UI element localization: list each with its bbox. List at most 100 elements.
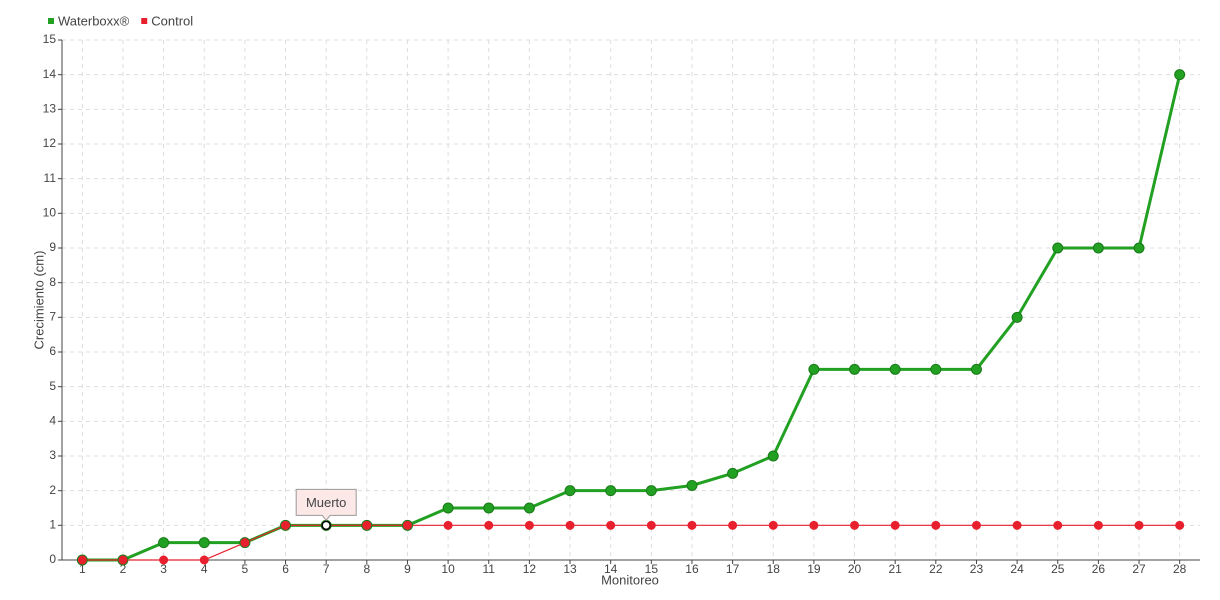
data-point xyxy=(930,363,942,375)
x-tick-label: 7 xyxy=(323,562,330,576)
data-point xyxy=(524,520,534,530)
data-point xyxy=(564,485,576,497)
y-tick-label: 7 xyxy=(49,310,56,324)
data-point xyxy=(646,520,656,530)
x-tick-label: 20 xyxy=(848,562,862,576)
data-point xyxy=(158,537,170,549)
data-point xyxy=(767,450,779,462)
data-point xyxy=(442,502,454,514)
x-tick-label: 26 xyxy=(1092,562,1106,576)
y-tick-label: 2 xyxy=(49,483,56,497)
data-point xyxy=(850,520,860,530)
y-tick-label: 8 xyxy=(49,275,56,289)
data-point xyxy=(1011,311,1023,323)
x-tick-label: 18 xyxy=(767,562,781,576)
x-tick-label: 24 xyxy=(1010,562,1024,576)
x-tick-label: 14 xyxy=(604,562,618,576)
legend-swatch xyxy=(141,18,148,24)
data-point xyxy=(199,555,209,565)
data-point xyxy=(240,538,250,548)
data-point xyxy=(321,520,331,531)
y-tick-label: 4 xyxy=(49,414,56,428)
series-line xyxy=(82,524,1180,561)
data-point xyxy=(77,555,87,565)
data-point xyxy=(198,537,210,549)
x-tick-label: 3 xyxy=(160,562,167,576)
data-point xyxy=(1012,520,1022,530)
data-point xyxy=(686,479,698,491)
data-point xyxy=(1134,520,1144,530)
annotation-text: Muerto xyxy=(306,495,346,510)
x-tick-label: 19 xyxy=(807,562,821,576)
data-point xyxy=(889,363,901,375)
data-point xyxy=(727,467,739,479)
y-tick-label: 10 xyxy=(43,206,57,220)
data-point xyxy=(362,520,372,530)
x-tick-label: 23 xyxy=(970,562,984,576)
data-point xyxy=(970,363,982,375)
x-tick-label: 12 xyxy=(523,562,537,576)
y-tick-label: 3 xyxy=(49,448,56,462)
data-point xyxy=(1052,242,1064,254)
data-point xyxy=(565,520,575,530)
y-tick-label: 14 xyxy=(43,67,57,81)
legend-label: Waterboxx® xyxy=(58,13,130,28)
data-point xyxy=(1053,520,1063,530)
annotation-box xyxy=(295,488,357,522)
x-tick-label: 13 xyxy=(563,562,577,576)
data-point xyxy=(849,363,861,375)
data-point xyxy=(1175,520,1185,530)
data-point xyxy=(402,520,412,530)
data-point xyxy=(1133,242,1145,254)
data-point xyxy=(808,363,820,375)
data-point xyxy=(159,555,169,565)
data-point xyxy=(484,520,494,530)
x-tick-label: 16 xyxy=(685,562,699,576)
x-tick-label: 5 xyxy=(242,562,249,576)
data-point xyxy=(605,485,617,497)
x-tick-label: 1 xyxy=(79,562,86,576)
data-point xyxy=(809,520,819,530)
y-tick-label: 13 xyxy=(43,102,57,116)
x-tick-label: 4 xyxy=(201,562,208,576)
data-point xyxy=(606,520,616,530)
data-point xyxy=(768,520,778,530)
data-point xyxy=(645,485,657,497)
x-tick-label: 21 xyxy=(888,562,902,576)
legend-label: Control xyxy=(151,13,193,28)
legend-swatch xyxy=(48,18,54,24)
data-point xyxy=(687,520,697,530)
x-tick-label: 11 xyxy=(483,562,496,576)
data-point xyxy=(523,502,535,514)
data-point xyxy=(483,502,495,514)
x-tick-label: 25 xyxy=(1051,562,1065,576)
y-tick-label: 9 xyxy=(49,240,56,254)
data-point xyxy=(971,520,981,530)
data-point xyxy=(890,520,900,530)
data-point xyxy=(728,520,738,530)
x-axis-title: Monitoreo xyxy=(601,572,659,587)
x-tick-label: 8 xyxy=(363,562,370,576)
x-tick-label: 15 xyxy=(645,562,659,576)
data-point xyxy=(1174,69,1186,81)
y-tick-label: 0 xyxy=(49,552,56,566)
x-tick-label: 10 xyxy=(441,562,455,576)
data-point xyxy=(281,520,291,530)
y-tick-label: 11 xyxy=(44,171,57,185)
x-tick-label: 22 xyxy=(929,562,943,576)
data-point xyxy=(1093,520,1103,530)
data-point xyxy=(931,520,941,530)
y-tick-label: 12 xyxy=(43,136,57,150)
x-tick-label: 2 xyxy=(120,562,127,576)
x-tick-label: 27 xyxy=(1132,562,1146,576)
y-axis-title: Crecimiento (cm) xyxy=(31,251,46,350)
x-tick-label: 6 xyxy=(282,562,289,576)
data-point xyxy=(443,520,453,530)
data-point xyxy=(118,555,128,565)
x-tick-label: 9 xyxy=(404,562,411,576)
x-tick-label: 17 xyxy=(726,562,740,576)
data-point xyxy=(1092,242,1104,254)
y-tick-label: 1 xyxy=(49,518,56,532)
x-tick-label: 28 xyxy=(1173,562,1187,576)
